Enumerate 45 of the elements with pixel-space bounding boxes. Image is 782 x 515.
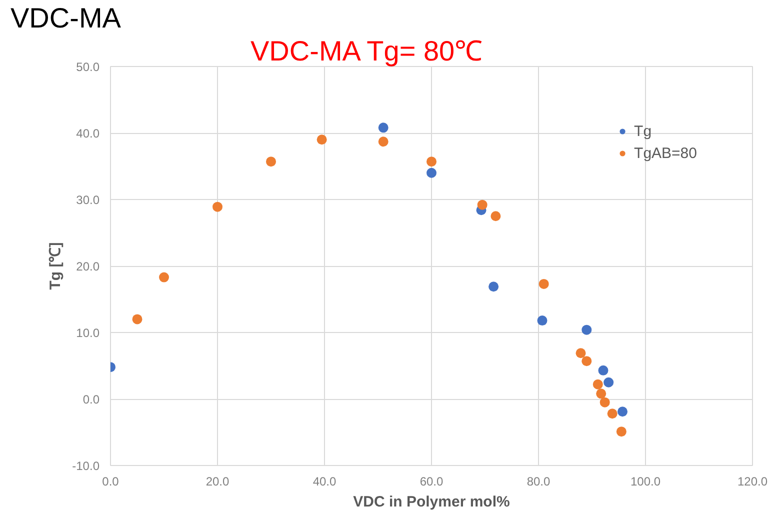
x-tick-label: 0.0: [102, 474, 120, 488]
point: [576, 348, 586, 358]
point: [596, 388, 606, 399]
x-tick-label: 60.0: [420, 474, 444, 488]
point: [598, 365, 608, 376]
y-tick-label: 10.0: [76, 326, 100, 340]
x-axis-title: VDC in Polymer mol%: [353, 494, 510, 510]
point: [266, 156, 276, 167]
chart-title: VDC-MA: [10, 2, 122, 34]
point: [159, 272, 169, 282]
point: [378, 136, 388, 147]
point: [604, 377, 614, 388]
point: [607, 408, 618, 419]
y-tick-label: 20.0: [76, 260, 100, 274]
point: [537, 316, 548, 326]
legend-label: Tg: [634, 122, 653, 140]
point: [477, 200, 488, 210]
point: [488, 282, 499, 292]
point: [212, 202, 222, 212]
point: [426, 168, 436, 178]
y-tick-label: 30.0: [76, 193, 100, 207]
x-tick-label: 100.0: [630, 474, 661, 488]
x-tick-label: 80.0: [526, 474, 551, 488]
point: [132, 314, 142, 324]
point: [490, 211, 501, 222]
point: [600, 397, 610, 408]
point: [582, 356, 592, 366]
y-tick-label: 50.0: [76, 60, 100, 74]
point: [582, 324, 592, 335]
point: [616, 426, 626, 437]
y-tick-label: 0.0: [82, 392, 100, 406]
point: [617, 406, 628, 417]
x-tick-label: 20.0: [206, 474, 230, 488]
chart-subtitle: VDC-MA Tg= 80℃: [250, 36, 483, 66]
x-tick-label: 40.0: [312, 474, 337, 488]
y-tick-label: 40.0: [76, 126, 100, 140]
legend-label: TgAB=80: [634, 144, 697, 162]
y-tick-label: -10.0: [72, 459, 100, 473]
point: [378, 122, 388, 133]
y-axis-title: Tg [℃]: [47, 242, 64, 290]
point: [316, 134, 327, 145]
point: [592, 379, 603, 390]
x-tick-label: 120.0: [737, 474, 768, 488]
point: [538, 278, 549, 289]
point: [426, 156, 436, 167]
